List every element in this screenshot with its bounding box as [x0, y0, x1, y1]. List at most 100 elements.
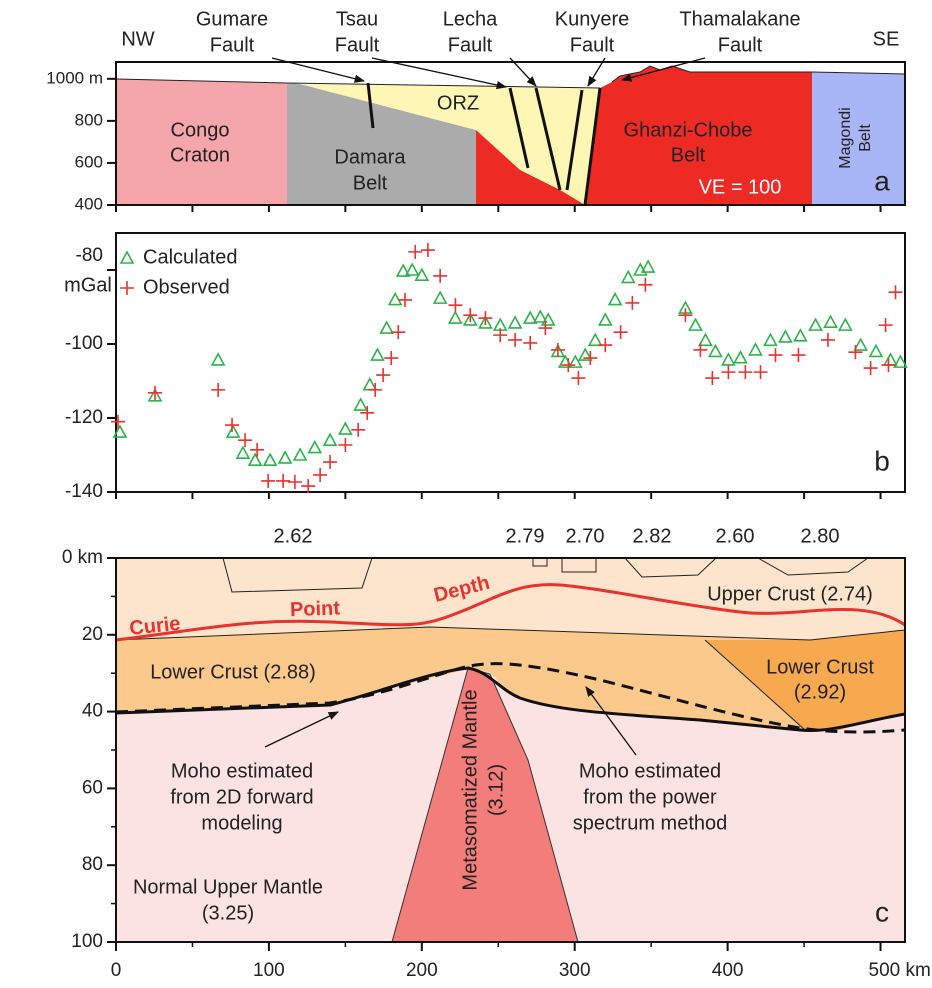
- data-point: [507, 315, 523, 329]
- block: [222, 557, 373, 593]
- data-point: [323, 455, 338, 470]
- block: [532, 558, 548, 567]
- legend-label: Observed: [143, 276, 230, 298]
- data-point: [853, 337, 869, 351]
- annotation: VE = 100: [699, 176, 782, 198]
- fault-label: Fault: [718, 34, 763, 56]
- layer-label: Upper Crust (2.74): [707, 583, 873, 605]
- data-point: [738, 365, 753, 380]
- data-point: [414, 267, 430, 281]
- fault: [583, 87, 602, 206]
- y-tick-label: -120: [65, 407, 103, 428]
- note: from 2D forward: [170, 786, 313, 808]
- crust-boundary: [704, 639, 806, 731]
- unit-label: Damara: [334, 146, 406, 168]
- y-tick-label: -140: [65, 481, 103, 502]
- data-point: [384, 351, 399, 366]
- metasomatized-mantle: [391, 667, 579, 943]
- x-tick-label: 0: [111, 960, 122, 981]
- data-point: [613, 325, 628, 340]
- y-tick-label: -80: [76, 245, 103, 266]
- unit-label: Belt: [671, 144, 706, 166]
- unit-label: Belt: [353, 172, 388, 194]
- data-point: [693, 342, 708, 357]
- legend-label: Calculated: [143, 246, 238, 268]
- y-tick-label: 80: [82, 854, 103, 875]
- curie-label: Curie: [128, 613, 181, 640]
- data-point: [587, 332, 603, 347]
- data-point: [493, 328, 508, 343]
- data-point: [362, 377, 378, 391]
- crust-boundary: [115, 626, 906, 641]
- data-point: [147, 385, 162, 400]
- y-tick-label: 600: [75, 152, 103, 171]
- data-point: [225, 418, 240, 433]
- data-point: [408, 244, 423, 259]
- data-point: [404, 262, 420, 276]
- fault: [534, 87, 562, 191]
- fault-label: Lecha: [443, 8, 498, 30]
- data-point: [705, 371, 720, 386]
- panel-c: 2.62 2.79 2.70 2.82 2.60 2.80 Upper Crus…: [115, 525, 906, 943]
- data-point: [848, 345, 863, 360]
- data-point: [397, 292, 412, 307]
- data-point: [838, 317, 853, 331]
- moho-forward: [115, 666, 906, 732]
- fault: [508, 87, 530, 169]
- layer-label: (3.25): [202, 902, 254, 924]
- data-point: [353, 397, 368, 411]
- data-point: [583, 351, 598, 366]
- lower-crust-east: [705, 630, 905, 730]
- data-point: [888, 285, 903, 300]
- data-point: [235, 445, 251, 459]
- data-point: [225, 424, 241, 438]
- data-point: [768, 348, 783, 363]
- y-tick-label: 400: [75, 194, 103, 213]
- data-point: [322, 432, 338, 446]
- data-point: [620, 269, 636, 284]
- y-tick-label: 1000 m: [46, 68, 103, 87]
- density-label: 2.62: [274, 525, 313, 547]
- data-point: [376, 368, 391, 383]
- data-point: [698, 332, 713, 347]
- unit-label: Craton: [170, 144, 230, 166]
- data-point: [447, 310, 463, 324]
- legend-marker: [120, 281, 134, 295]
- data-point: [640, 259, 656, 273]
- data-point: [678, 308, 693, 323]
- fault-label: Kunyere: [555, 8, 630, 30]
- panel-label: a: [874, 165, 890, 196]
- y-tick-label: 800: [75, 110, 103, 129]
- density-label: 2.80: [801, 525, 840, 547]
- data-point: [763, 332, 778, 347]
- y-tick-label: 20: [82, 624, 103, 645]
- layer-label: (2.92): [794, 681, 846, 703]
- y-tick-label: 0 km: [62, 547, 103, 568]
- data-point: [448, 298, 463, 313]
- curie-label: Point: [290, 597, 341, 621]
- damara-belt: [287, 83, 476, 205]
- y-tick-label: 60: [82, 777, 103, 798]
- data-point: [708, 343, 723, 358]
- data-point: [379, 320, 394, 334]
- data-point: [112, 424, 128, 438]
- layer-label: Normal Upper Mantle: [133, 876, 323, 898]
- data-point: [462, 312, 478, 326]
- panel-frame: [115, 61, 906, 206]
- panel-label: b: [874, 445, 890, 476]
- data-point: [478, 315, 493, 329]
- data-point: [820, 332, 835, 347]
- data-point: [292, 447, 308, 461]
- data-point: [721, 352, 736, 366]
- x-tick-label: 100: [253, 960, 285, 981]
- note: Moho estimated: [171, 760, 313, 782]
- x-tick-label: 400: [712, 960, 744, 981]
- data-point: [522, 310, 538, 324]
- data-point: [597, 312, 613, 326]
- data-point: [748, 342, 763, 356]
- moho-spectrum: [115, 662, 906, 734]
- data-point: [370, 347, 385, 361]
- data-point: [881, 358, 896, 373]
- data-point: [863, 361, 878, 376]
